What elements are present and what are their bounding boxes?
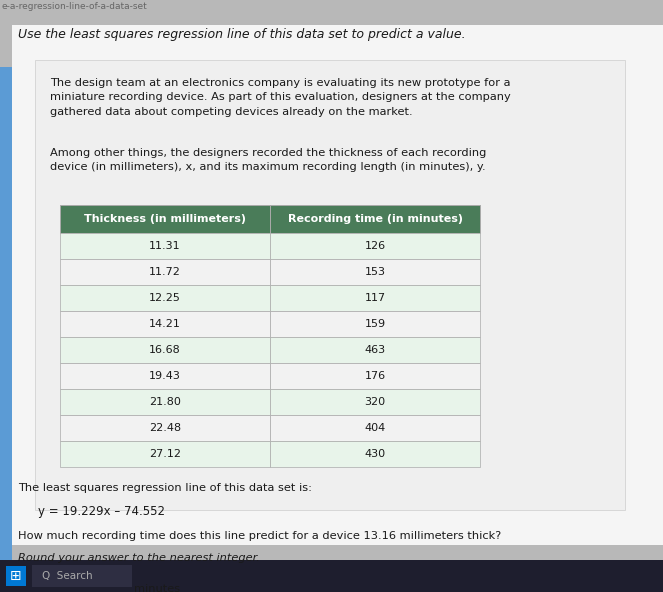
Text: 430: 430: [365, 449, 386, 459]
Text: e-a-regression-line-of-a-data-set: e-a-regression-line-of-a-data-set: [2, 2, 148, 11]
Text: 21.80: 21.80: [149, 397, 181, 407]
Text: Among other things, the designers recorded the thickness of each recording
devic: Among other things, the designers record…: [50, 148, 487, 172]
Text: Use the least squares regression line of this data set to predict a value.: Use the least squares regression line of…: [18, 28, 465, 41]
Bar: [270, 389, 480, 415]
Bar: [60, 285, 270, 311]
Text: 19.43: 19.43: [149, 371, 181, 381]
Text: The design team at an electronics company is evaluating its new prototype for a
: The design team at an electronics compan…: [50, 78, 511, 117]
Bar: [270, 311, 480, 337]
Text: The least squares regression line of this data set is:: The least squares regression line of thi…: [18, 483, 312, 493]
Text: 11.72: 11.72: [149, 267, 181, 277]
Bar: [32, 565, 132, 587]
Text: 463: 463: [365, 345, 386, 355]
Bar: [60, 363, 270, 389]
Bar: [60, 233, 270, 259]
Text: Round your answer to the nearest integer.: Round your answer to the nearest integer…: [18, 553, 260, 563]
Text: 22.48: 22.48: [149, 423, 181, 433]
Text: ⊞: ⊞: [10, 569, 22, 583]
Text: 12.25: 12.25: [149, 293, 181, 303]
Bar: [35, 60, 625, 510]
Bar: [60, 415, 270, 441]
Bar: [270, 415, 480, 441]
Bar: [6, 566, 26, 586]
Bar: [60, 259, 270, 285]
Bar: [270, 259, 480, 285]
Text: 117: 117: [365, 293, 386, 303]
Bar: [60, 441, 270, 467]
Bar: [60, 311, 270, 337]
Bar: [270, 205, 480, 233]
Text: 14.21: 14.21: [149, 319, 181, 329]
Bar: [270, 233, 480, 259]
Bar: [270, 285, 480, 311]
Text: y = 19.229x – 74.552: y = 19.229x – 74.552: [38, 505, 165, 518]
Text: 159: 159: [365, 319, 386, 329]
Text: Thickness (in millimeters): Thickness (in millimeters): [84, 214, 246, 224]
Text: 153: 153: [365, 267, 385, 277]
Text: How much recording time does this line predict for a device 13.16 millimeters th: How much recording time does this line p…: [18, 531, 501, 541]
Text: Q  Search: Q Search: [42, 571, 93, 581]
Bar: [0, 560, 663, 592]
Text: 126: 126: [365, 241, 386, 251]
Bar: [12, 25, 663, 545]
Bar: [0, 67, 12, 567]
Text: 27.12: 27.12: [149, 449, 181, 459]
Text: Recording time (in minutes): Recording time (in minutes): [288, 214, 463, 224]
Bar: [270, 441, 480, 467]
Bar: [60, 337, 270, 363]
Text: 320: 320: [365, 397, 386, 407]
Bar: [38, 579, 128, 592]
Text: 404: 404: [365, 423, 386, 433]
Text: 176: 176: [365, 371, 386, 381]
Bar: [60, 205, 270, 233]
Bar: [270, 363, 480, 389]
Bar: [60, 389, 270, 415]
Text: 16.68: 16.68: [149, 345, 181, 355]
Text: 11.31: 11.31: [149, 241, 181, 251]
Bar: [270, 337, 480, 363]
Text: minutes: minutes: [134, 584, 180, 592]
